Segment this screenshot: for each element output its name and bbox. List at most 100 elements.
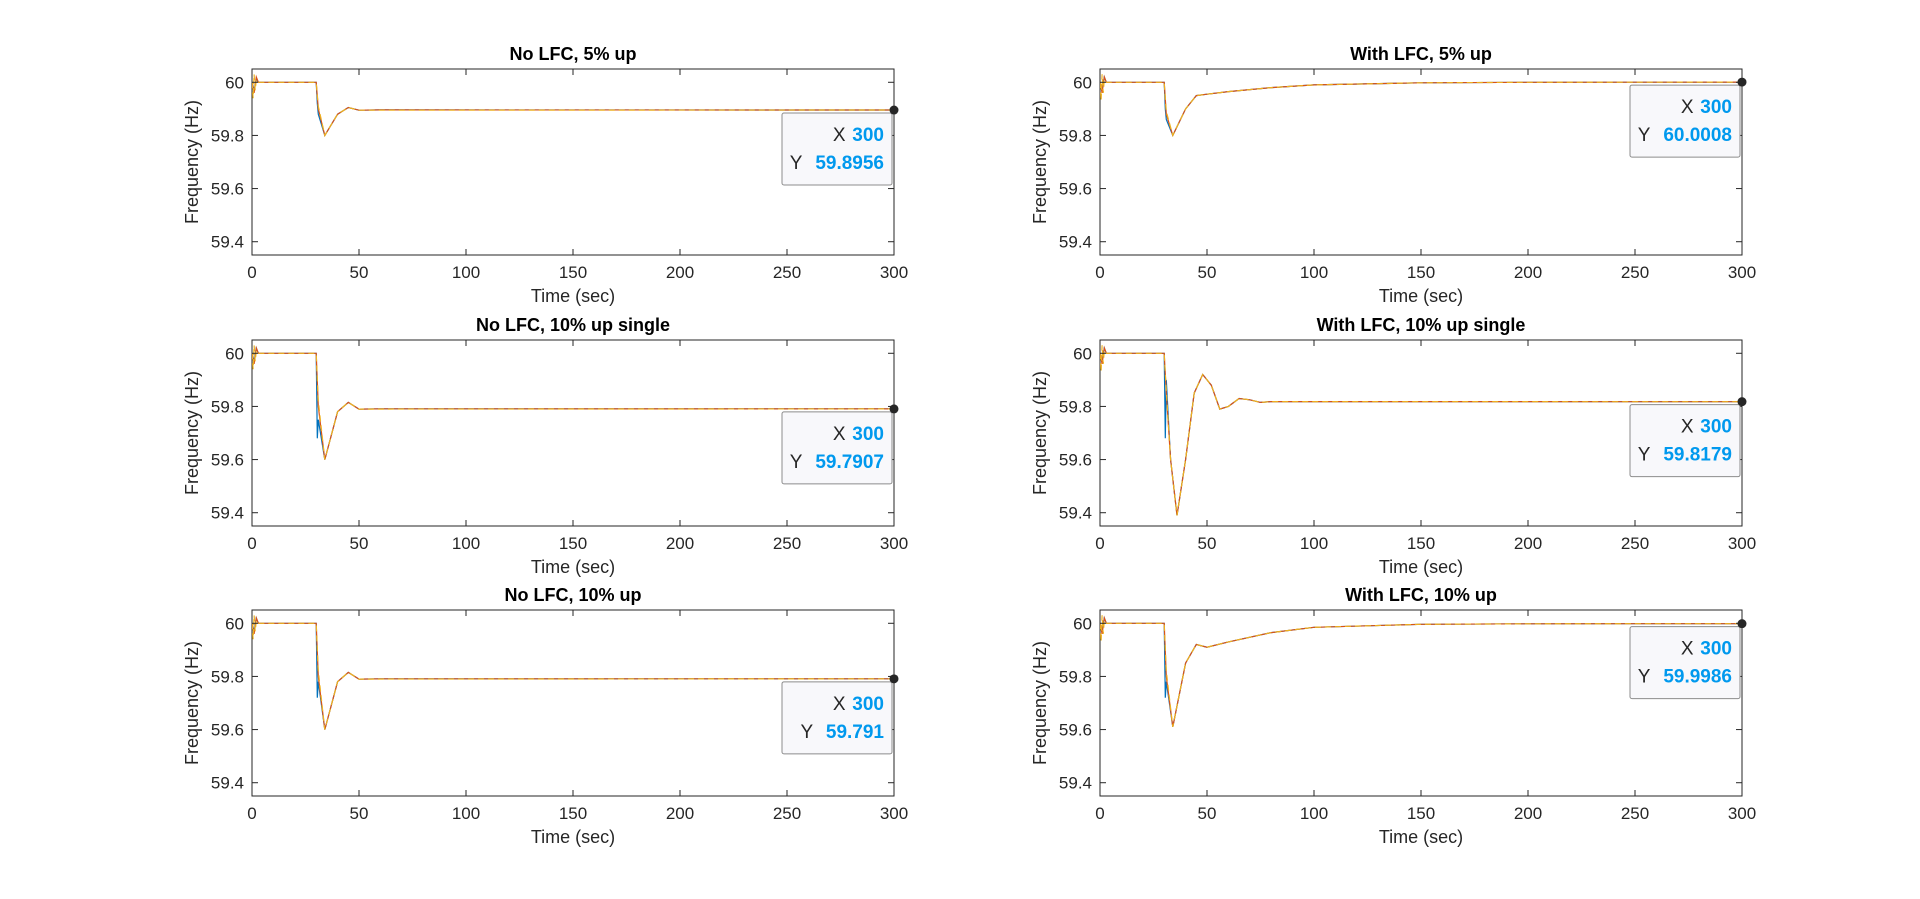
datatip[interactable]: 300 60.0008 X Y <box>1629 77 1747 158</box>
x-tick-label: 50 <box>350 804 369 823</box>
y-tick-label: 59.8 <box>1059 126 1092 145</box>
datatip-box <box>781 112 893 186</box>
datatip-x-key: X <box>833 125 846 146</box>
x-tick-label: 200 <box>666 534 694 553</box>
x-tick-label: 200 <box>666 263 694 282</box>
datatip[interactable]: 300 59.9986 X Y <box>1629 619 1747 700</box>
x-tick-label: 0 <box>247 263 256 282</box>
y-axis-label: Frequency (Hz) <box>1030 641 1050 765</box>
x-tick-label: 0 <box>1095 804 1104 823</box>
y-tick-label: 59.4 <box>1059 504 1092 523</box>
chart-title: No LFC, 10% up single <box>476 315 670 335</box>
x-tick-label: 300 <box>880 534 908 553</box>
datatip-marker[interactable] <box>1737 77 1747 87</box>
datatip[interactable]: 300 59.7907 X Y <box>781 404 899 485</box>
datatip[interactable]: 300 59.791 XY <box>781 674 899 755</box>
x-tick-label: 300 <box>1728 263 1756 282</box>
x-tick-label: 300 <box>880 263 908 282</box>
series-group <box>1100 615 1742 728</box>
datatip-marker[interactable] <box>1737 397 1747 407</box>
x-tick-label: 200 <box>1514 263 1542 282</box>
x-tick-label: 100 <box>1300 263 1328 282</box>
datatip-y-key: Y <box>790 153 803 174</box>
y-tick-label: 59.6 <box>1059 180 1092 199</box>
x-tick-label: 150 <box>559 534 587 553</box>
subplot-grid: 0 50 100 150 200 250 300 59.4 59.6 59.8 60 No LFC, … <box>182 44 1756 847</box>
x-axis-label: Time (sec) <box>1379 827 1463 847</box>
x-tick-label: 50 <box>1198 263 1217 282</box>
datatip-y-value: 59.9986 <box>1663 667 1732 688</box>
series-group <box>252 345 894 460</box>
x-tick-label: 200 <box>1514 804 1542 823</box>
datatip-x-key: X <box>1681 97 1694 118</box>
x-tick-label: 150 <box>1407 263 1435 282</box>
datatip-marker[interactable] <box>889 404 899 414</box>
x-tick-label: 250 <box>773 534 801 553</box>
x-tick-label: 50 <box>350 534 369 553</box>
x-tick-label: 300 <box>1728 804 1756 823</box>
x-axis-label: Time (sec) <box>1379 286 1463 306</box>
subplot-6: 0 50 100 150 200 250 300 59.4 59.6 59.8 60 With LFC… <box>1030 585 1756 847</box>
datatip-x-key: X <box>833 424 846 445</box>
y-tick-label: 59.6 <box>1059 721 1092 740</box>
chart-title: No LFC, 10% up <box>504 585 641 605</box>
chart-title: With LFC, 10% up single <box>1317 315 1526 335</box>
x-tick-label: 100 <box>1300 804 1328 823</box>
x-tick-label: 0 <box>247 804 256 823</box>
y-tick-label: 59.4 <box>211 233 244 252</box>
datatip-marker[interactable] <box>889 674 899 684</box>
y-axis-label: Frequency (Hz) <box>1030 100 1050 224</box>
x-tick-label: 200 <box>1514 534 1542 553</box>
series-line-3 <box>1100 345 1742 516</box>
y-tick-label: 59.8 <box>211 126 244 145</box>
x-axis-label: Time (sec) <box>531 827 615 847</box>
datatip-y-key: Y <box>1638 125 1651 146</box>
x-axis-label: Time (sec) <box>531 557 615 577</box>
datatip-x-key: X <box>1681 639 1694 660</box>
subplot-4: 0 50 100 150 200 250 300 59.4 59.6 59.8 60 With LFC… <box>1030 315 1756 577</box>
series-group <box>1100 74 1742 138</box>
y-tick-label: 59.6 <box>211 180 244 199</box>
x-tick-label: 0 <box>1095 263 1104 282</box>
x-tick-label: 150 <box>1407 534 1435 553</box>
y-tick-label: 59.8 <box>211 667 244 686</box>
x-tick-label: 150 <box>559 804 587 823</box>
datatip-y-value: 59.8179 <box>1663 445 1732 466</box>
x-tick-label: 250 <box>1621 263 1649 282</box>
y-tick-label: 60 <box>225 614 244 633</box>
subplot-2: 0 50 100 150 200 250 300 59.4 59.6 59.8 60 With LFC… <box>1030 44 1756 306</box>
y-tick-label: 59.6 <box>211 721 244 740</box>
datatip-box <box>1629 84 1741 158</box>
datatip-marker[interactable] <box>1737 619 1747 629</box>
datatip-marker[interactable] <box>889 105 899 115</box>
x-tick-label: 250 <box>773 263 801 282</box>
chart-title: With LFC, 10% up <box>1345 585 1497 605</box>
datatip-box <box>1629 404 1741 478</box>
x-tick-label: 250 <box>773 804 801 823</box>
y-tick-label: 59.6 <box>1059 451 1092 470</box>
datatip-x-value: 300 <box>852 125 884 146</box>
chart-title: No LFC, 5% up <box>510 44 637 64</box>
x-axis-label: Time (sec) <box>1379 557 1463 577</box>
datatip-box <box>781 411 893 485</box>
y-tick-label: 59.8 <box>1059 397 1092 416</box>
subplot-1: 0 50 100 150 200 250 300 59.4 59.6 59.8 60 No LFC, … <box>182 44 908 306</box>
x-tick-label: 150 <box>1407 804 1435 823</box>
x-tick-label: 100 <box>452 263 480 282</box>
y-tick-label: 60 <box>225 73 244 92</box>
series-line-3 <box>1100 74 1742 138</box>
series-line-3 <box>1100 615 1742 728</box>
series-line-2 <box>1100 74 1742 138</box>
x-tick-label: 250 <box>1621 804 1649 823</box>
y-tick-label: 59.4 <box>211 504 244 523</box>
datatip-x-value: 300 <box>1700 417 1732 438</box>
datatip-box <box>1629 626 1741 700</box>
datatip[interactable]: 300 59.8956 X Y <box>781 105 899 186</box>
datatip-y-key: Y <box>790 452 803 473</box>
y-axis-label: Frequency (Hz) <box>182 100 202 224</box>
series-group <box>1100 345 1742 516</box>
x-axis-label: Time (sec) <box>531 286 615 306</box>
x-tick-label: 0 <box>247 534 256 553</box>
datatip[interactable]: 300 59.8179 X Y <box>1629 397 1747 478</box>
x-tick-label: 200 <box>666 804 694 823</box>
